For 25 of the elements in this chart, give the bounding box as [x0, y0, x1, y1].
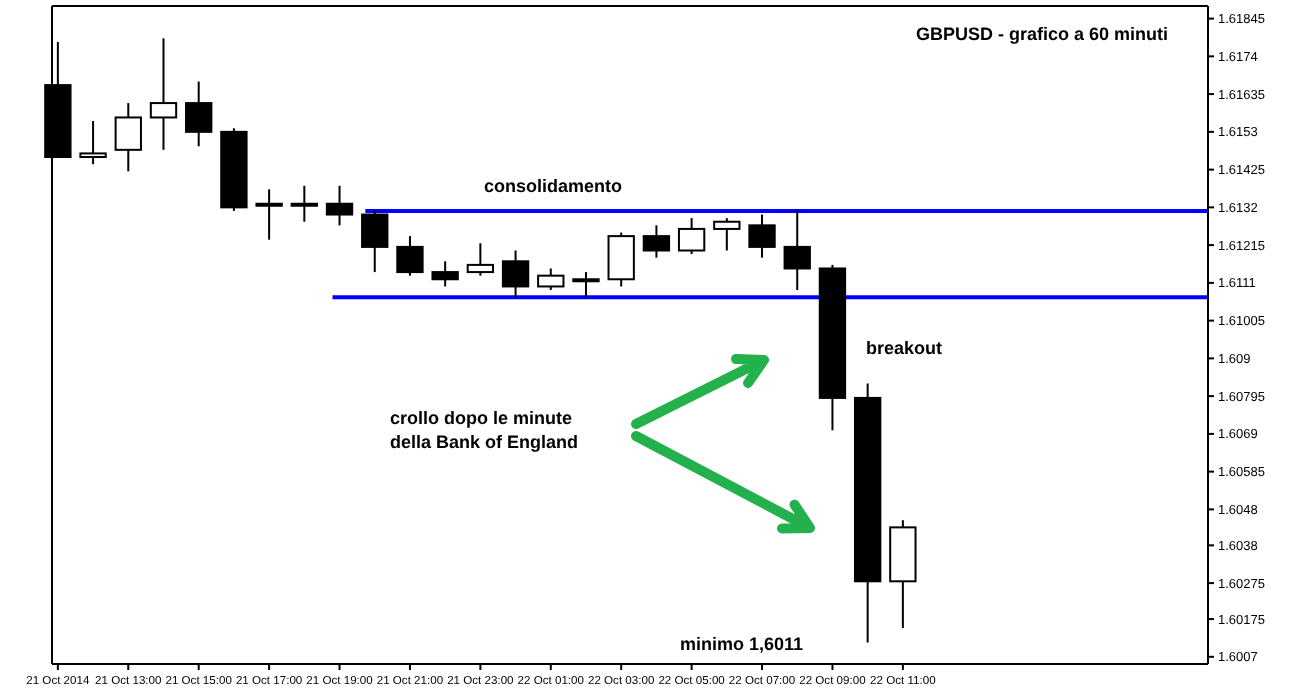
candlestick [607, 231, 635, 288]
candlestick [290, 184, 318, 223]
candlestick [431, 260, 459, 288]
candlestick [501, 249, 530, 299]
text: GBPUSD - grafico a 60 minuti [915, 24, 1168, 44]
annotation: minimo 1,6011 [680, 634, 804, 654]
candlestick [255, 188, 283, 241]
candlestick [783, 209, 811, 292]
candlestick [396, 235, 424, 277]
candlestick [748, 213, 776, 259]
candlestick [149, 37, 178, 151]
candlestick [185, 80, 213, 148]
candlestick [642, 224, 671, 259]
candlestick [537, 267, 565, 292]
candlestick [325, 184, 354, 227]
annotation: consolidamento [484, 176, 624, 196]
candlestick [79, 120, 107, 166]
annotation: breakout [866, 338, 943, 358]
candlestick [713, 217, 741, 252]
candlestick [677, 217, 706, 256]
candlestick [466, 242, 495, 277]
candlestick [572, 271, 600, 299]
annotation: crollo dopo le minute della Bank of England [390, 408, 579, 452]
candlestick [114, 102, 142, 173]
candlestick [361, 209, 389, 274]
